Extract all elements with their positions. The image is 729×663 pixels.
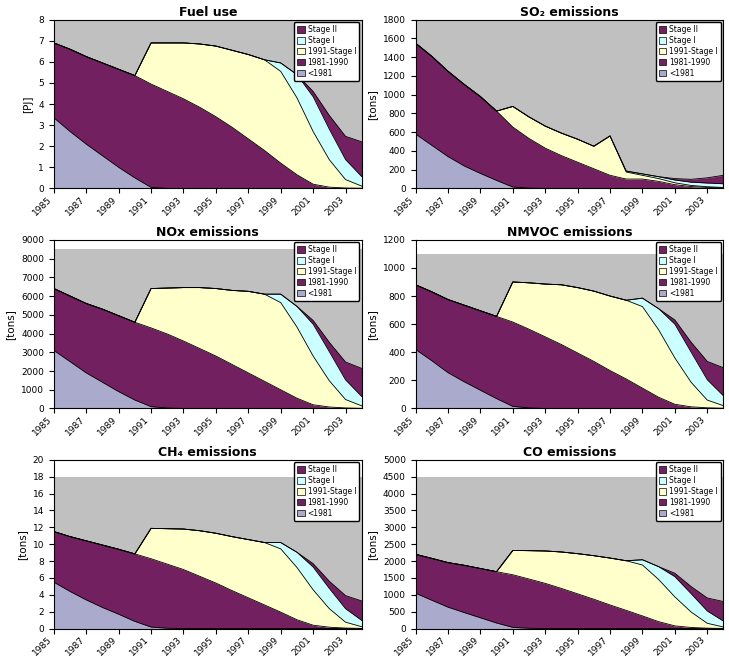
Y-axis label: [tons]: [tons] — [367, 529, 378, 560]
Y-axis label: [PJ]: [PJ] — [23, 95, 33, 113]
Title: NOx emissions: NOx emissions — [157, 225, 259, 239]
Legend: Stage II, Stage I, 1991-Stage I, 1981-1990, <1981: Stage II, Stage I, 1991-Stage I, 1981-19… — [655, 242, 721, 301]
Title: CH₄ emissions: CH₄ emissions — [158, 446, 257, 459]
Y-axis label: [tons]: [tons] — [367, 309, 378, 339]
Legend: Stage II, Stage I, 1991-Stage I, 1981-1990, <1981: Stage II, Stage I, 1991-Stage I, 1981-19… — [294, 242, 359, 301]
Legend: Stage II, Stage I, 1991-Stage I, 1981-1990, <1981: Stage II, Stage I, 1991-Stage I, 1981-19… — [655, 22, 721, 81]
Title: Fuel use: Fuel use — [179, 5, 237, 19]
Title: NMVOC emissions: NMVOC emissions — [507, 225, 632, 239]
Legend: Stage II, Stage I, 1991-Stage I, 1981-1990, <1981: Stage II, Stage I, 1991-Stage I, 1981-19… — [294, 22, 359, 81]
Y-axis label: [tons]: [tons] — [367, 89, 378, 119]
Title: SO₂ emissions: SO₂ emissions — [521, 5, 619, 19]
Legend: Stage II, Stage I, 1991-Stage I, 1981-1990, <1981: Stage II, Stage I, 1991-Stage I, 1981-19… — [655, 462, 721, 521]
Y-axis label: [tons]: [tons] — [17, 529, 27, 560]
Y-axis label: [tons]: [tons] — [6, 309, 15, 339]
Legend: Stage II, Stage I, 1991-Stage I, 1981-1990, <1981: Stage II, Stage I, 1991-Stage I, 1981-19… — [294, 462, 359, 521]
Title: CO emissions: CO emissions — [523, 446, 616, 459]
